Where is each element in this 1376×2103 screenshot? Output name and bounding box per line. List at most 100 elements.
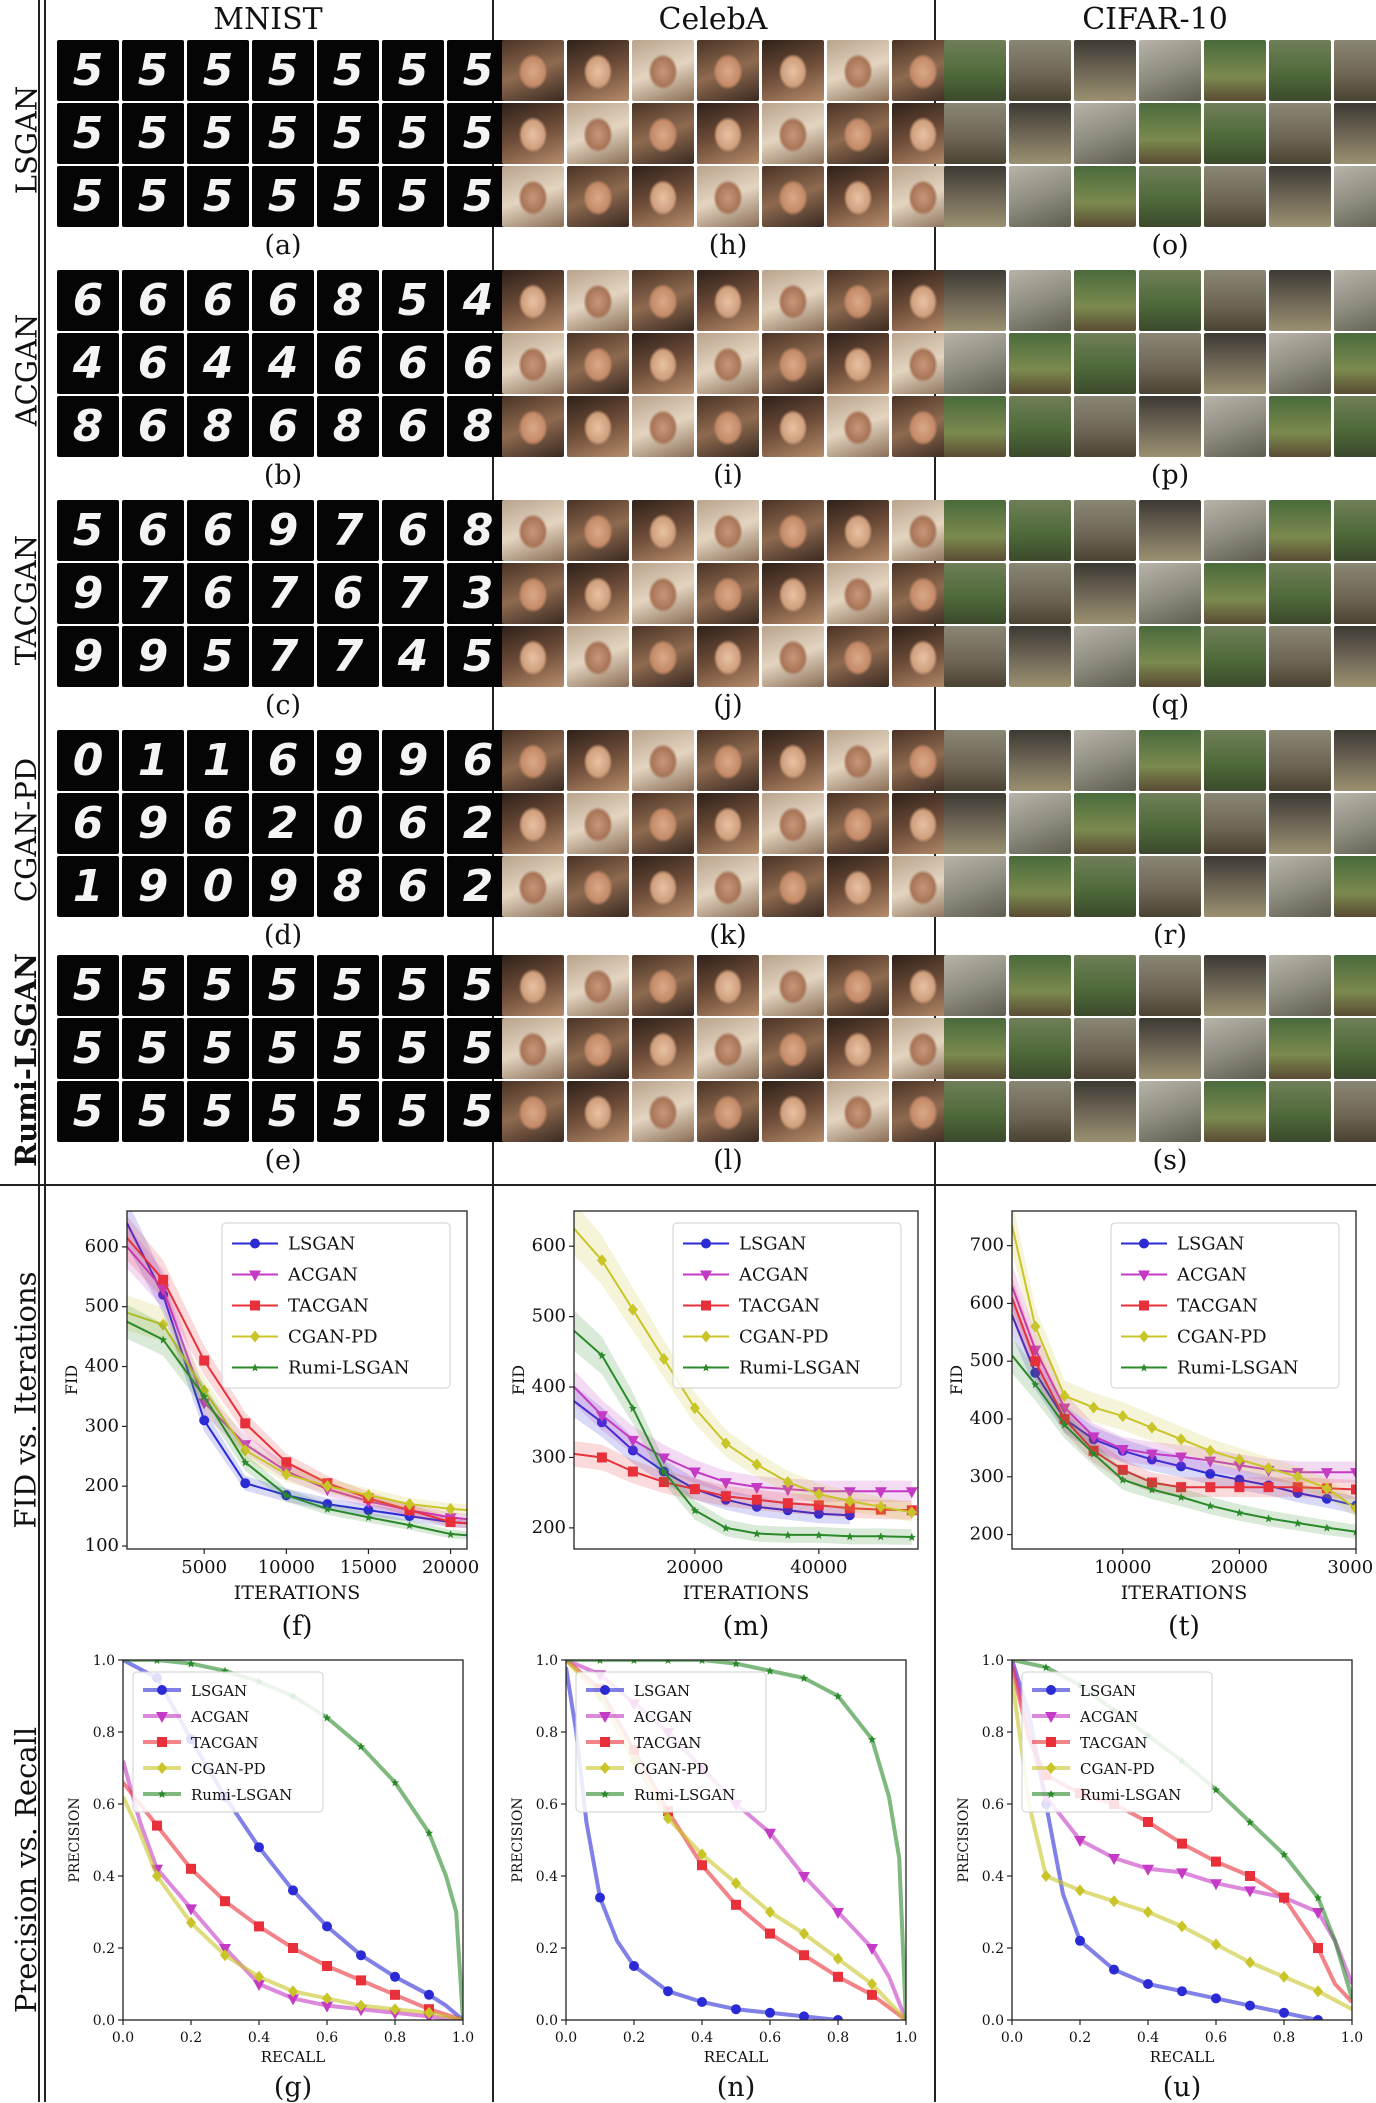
- celeba-face-sample: [502, 955, 564, 1016]
- column-header-mnist: MNIST: [213, 2, 323, 37]
- cifar10-sample: [1139, 270, 1201, 331]
- legend-marker: [157, 1762, 167, 1774]
- sample-label: (j): [713, 690, 743, 721]
- confidence-band-cgan-pd: [574, 1211, 912, 1522]
- celeba-face-sample: [697, 1081, 759, 1142]
- mnist-digit-sample: 5: [382, 166, 444, 227]
- data-point-tacgan: [697, 1860, 707, 1871]
- row-label-cganpd: CGAN-PD: [9, 757, 43, 903]
- legend-label: Rumi-LSGAN: [634, 1786, 735, 1804]
- x-tick-label: 0.2: [1069, 2030, 1091, 2046]
- cifar10-sample: [1009, 626, 1071, 687]
- x-tick-label: 20000: [422, 1557, 479, 1578]
- cifar10-sample: [1334, 500, 1376, 561]
- data-point-lsgan: [1321, 1493, 1332, 1504]
- x-axis-label: ITERATIONS: [683, 1582, 809, 1604]
- data-point-lsgan: [288, 1885, 298, 1896]
- mnist-digit-sample: 5: [122, 1018, 184, 1079]
- celeba-face-sample: [632, 103, 694, 164]
- celeba-face-sample: [567, 396, 629, 457]
- confidence-band-tacgan: [1012, 1276, 1356, 1500]
- celeba-face-sample: [567, 40, 629, 101]
- y-tick-label: 500: [532, 1306, 566, 1327]
- cifar10-sample: [1269, 500, 1331, 561]
- data-point-rumi-lsgan: [391, 1778, 399, 1787]
- y-tick-label: 0.2: [982, 1941, 1004, 1957]
- legend-label: LSGAN: [739, 1234, 806, 1255]
- data-point-acgan: [1233, 1461, 1246, 1473]
- cifar10-sample: [1009, 730, 1071, 791]
- x-axis-label: RECALL: [1150, 2048, 1215, 2066]
- mnist-digit-sample: 5: [447, 626, 509, 687]
- series-line-cgan-pd: [127, 1311, 467, 1512]
- mnist-digit-sample: 9: [382, 730, 444, 791]
- celeba-face-sample: [502, 500, 564, 561]
- data-point-tacgan: [1292, 1482, 1303, 1493]
- mnist-digit-sample: 5: [122, 166, 184, 227]
- celeba-face-sample: [502, 793, 564, 854]
- x-axis-label: ITERATIONS: [1121, 1582, 1247, 1604]
- chart-label: (g): [273, 2072, 313, 2103]
- celeba-face-sample: [827, 563, 889, 624]
- celeba-face-sample: [892, 1018, 954, 1079]
- confidence-band-tacgan: [127, 1215, 467, 1529]
- y-tick-label: 600: [532, 1235, 566, 1256]
- data-point-cgan-pd: [906, 1506, 917, 1519]
- cifar10-sample: [1269, 955, 1331, 1016]
- data-point-cgan-pd: [720, 1437, 731, 1450]
- celeba-face-sample: [762, 955, 824, 1016]
- mnist-digit-sample: 5: [447, 40, 509, 101]
- data-point-tacgan: [1351, 1484, 1356, 1495]
- data-point-rumi-lsgan: [783, 1530, 792, 1539]
- data-point-rumi-lsgan: [364, 1513, 373, 1522]
- data-point-rumi-lsgan: [1031, 1380, 1040, 1389]
- cifar10-sample: [944, 40, 1006, 101]
- sample-label: (b): [263, 460, 303, 491]
- data-point-rumi-lsgan: [282, 1491, 291, 1500]
- sample-label: (i): [713, 460, 743, 491]
- cifar10-sample: [1139, 793, 1201, 854]
- cifar10-sample: [1009, 40, 1071, 101]
- celeba-face-sample: [762, 626, 824, 687]
- mnist-digit-sample: 5: [447, 1081, 509, 1142]
- y-tick-label: 300: [970, 1466, 1004, 1487]
- mnist-digit-sample: 6: [252, 270, 314, 331]
- celeba-face-sample: [632, 166, 694, 227]
- data-point-cgan-pd: [1234, 1453, 1245, 1466]
- celeba-face-sample: [567, 793, 629, 854]
- legend-label: CGAN-PD: [739, 1327, 829, 1348]
- mnist-digit-sample: 7: [317, 500, 379, 561]
- chart-label: (f): [281, 1611, 313, 1642]
- data-point-acgan: [1176, 1868, 1188, 1880]
- celeba-face-sample: [762, 396, 824, 457]
- cifar10-sample: [1334, 1018, 1376, 1079]
- mnist-digit-sample: 6: [317, 563, 379, 624]
- data-point-cgan-pd: [1205, 1444, 1216, 1457]
- cifar10-sample: [1139, 40, 1201, 101]
- legend-marker: [1046, 1762, 1056, 1774]
- y-tick-label: 200: [970, 1524, 1004, 1545]
- sample-label: (o): [1151, 230, 1189, 261]
- celeba-face-sample: [827, 166, 889, 227]
- data-point-lsgan: [322, 1921, 332, 1932]
- data-point-lsgan: [363, 1505, 374, 1516]
- celeba-face-sample: [892, 166, 954, 227]
- legend-label: TACGAN: [634, 1734, 701, 1752]
- data-point-cgan-pd: [799, 1927, 809, 1940]
- sample-label: (q): [1150, 690, 1190, 721]
- data-point-cgan-pd: [731, 1877, 741, 1890]
- mnist-digit-sample: 8: [317, 270, 379, 331]
- cifar10-sample: [1074, 626, 1136, 687]
- y-tick-label: 0.0: [93, 2013, 115, 2029]
- mnist-digit-sample: 6: [187, 270, 249, 331]
- cifar10-sample: [1139, 1081, 1201, 1142]
- data-point-acgan: [657, 1453, 670, 1465]
- celeba-face-sample: [762, 40, 824, 101]
- data-point-acgan: [750, 1483, 763, 1495]
- cifar10-sample: [1269, 1081, 1331, 1142]
- mnist-digit-sample: 2: [252, 793, 314, 854]
- y-tick-label: 0.6: [982, 1797, 1004, 1813]
- data-point-cgan-pd: [404, 1498, 415, 1511]
- mnist-digit-sample: 7: [382, 563, 444, 624]
- data-point-acgan: [1320, 1468, 1333, 1480]
